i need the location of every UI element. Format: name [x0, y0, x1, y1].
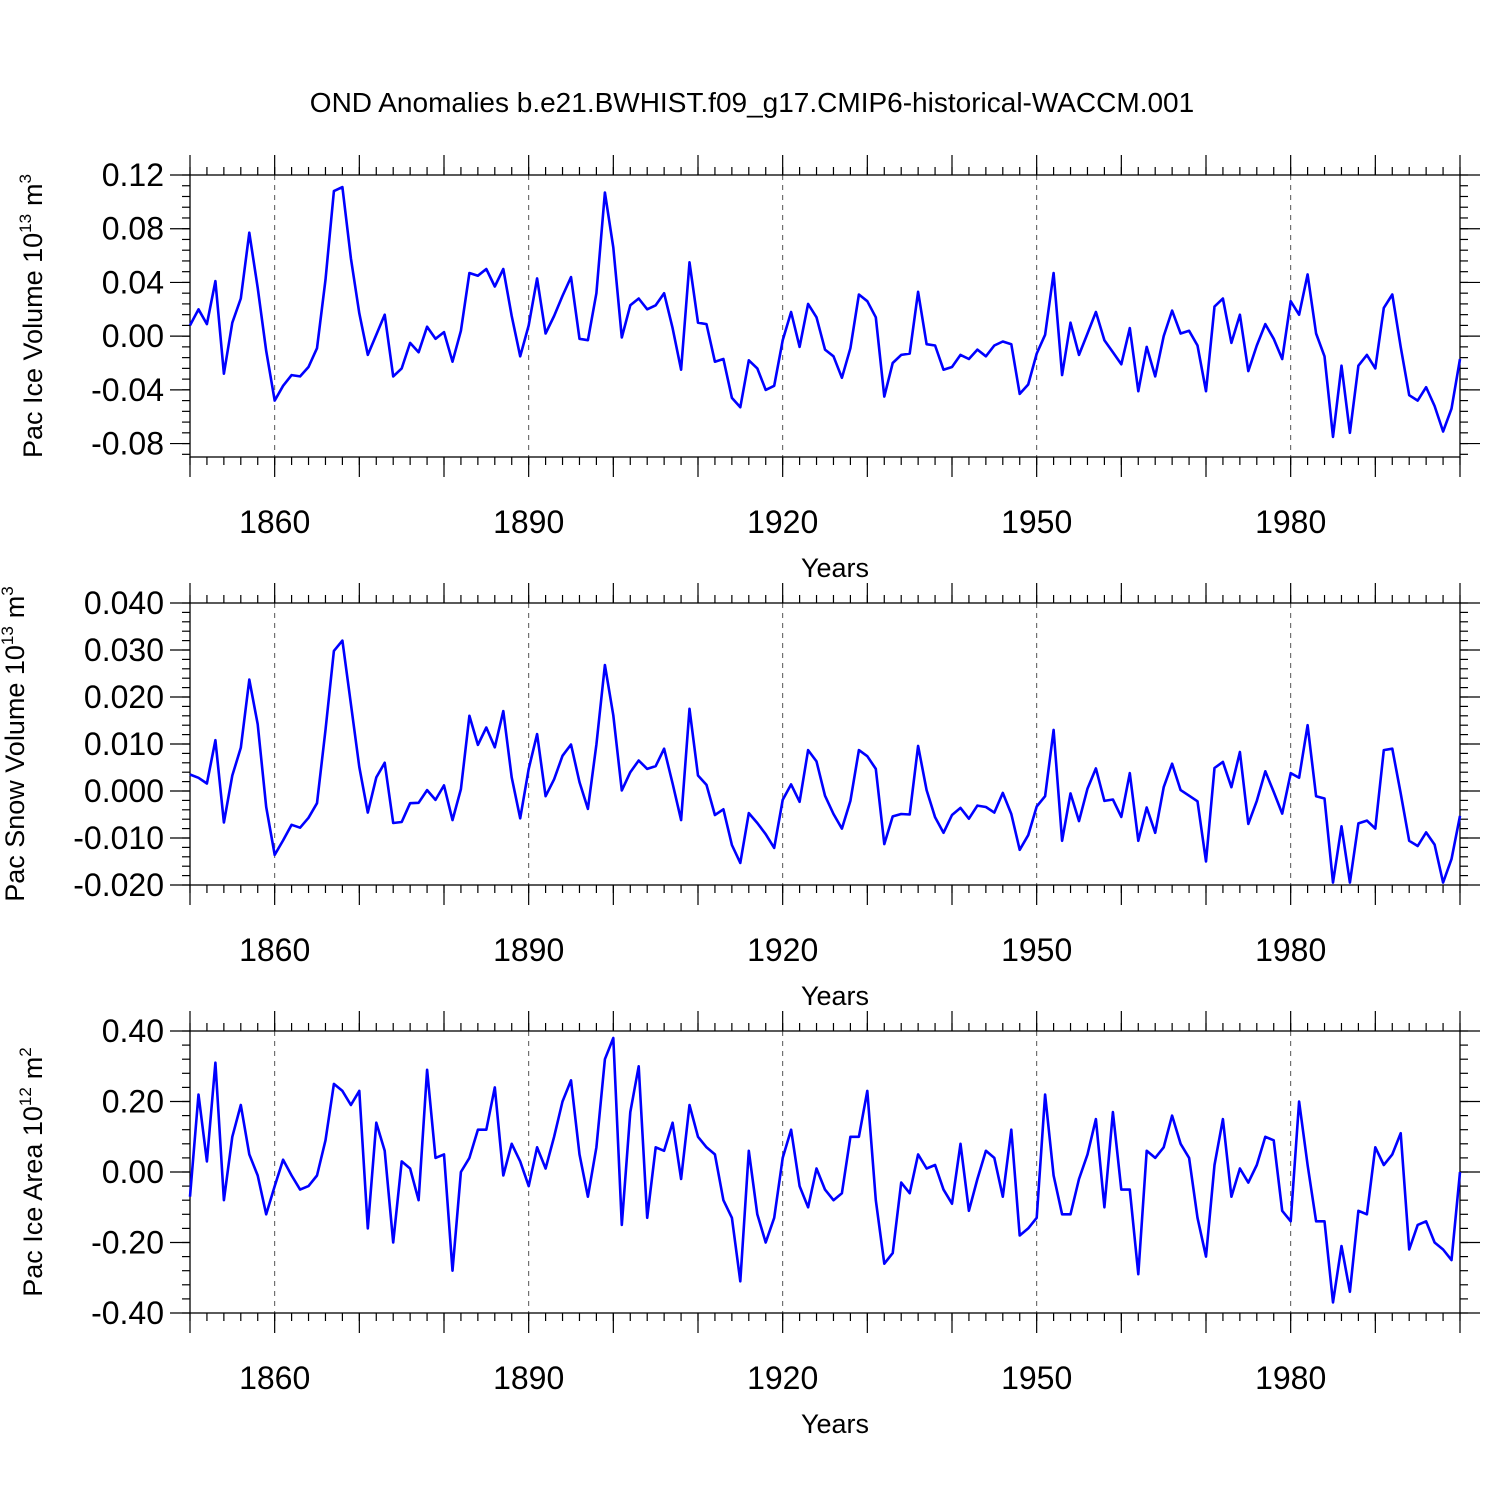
y-tick-label: 0.12	[102, 157, 164, 193]
y-tick-label: 0.000	[84, 773, 164, 809]
x-tick-label: 1860	[239, 932, 310, 968]
y-axis-label-ylabel-unit-exp: 3	[0, 586, 17, 595]
y-tick-label: 0.08	[102, 211, 164, 247]
x-tick-label: 1920	[747, 504, 818, 540]
x-tick-label: 1950	[1001, 932, 1072, 968]
y-axis-label: Pac Snow Volume 1013 m3	[0, 586, 30, 902]
x-axis-label: Years	[801, 553, 869, 583]
y-tick-label: -0.020	[73, 867, 164, 903]
chart-title: OND Anomalies b.e21.BWHIST.f09_g17.CMIP6…	[310, 87, 1194, 118]
plot-frame	[189, 602, 1461, 886]
y-tick-label: 0.20	[102, 1084, 164, 1120]
x-tick-label: 1890	[493, 1360, 564, 1396]
y-axis-label-ylabel-exp: 13	[0, 626, 17, 645]
x-tick-label: 1950	[1001, 504, 1072, 540]
y-tick-label: 0.030	[84, 632, 164, 668]
x-tick-label: 1920	[747, 932, 818, 968]
y-tick-label: 0.00	[102, 1154, 164, 1190]
y-tick-label: 0.020	[84, 679, 164, 715]
y-tick-label: -0.08	[91, 426, 164, 462]
plot-frame	[189, 174, 1461, 458]
pac-ice-volume-panel: 0.12 0.08 0.04 0.00 -0.04 -0.08 1860 1890 1920 19…	[16, 155, 1480, 583]
y-axis-label-ylabel-unit-exp: 3	[16, 174, 35, 183]
plot-frame	[189, 1030, 1461, 1314]
y-tick-label: 0.00	[102, 318, 164, 354]
x-tick-label: 1920	[747, 1360, 818, 1396]
y-axis-label-ylabel-unit: m	[0, 596, 30, 619]
y-axis-label-ylabel-unit: m	[18, 1057, 48, 1080]
y-axis-label: Pac Ice Area 1012 m2	[16, 1047, 48, 1297]
y-axis-label-ylabel-exp: 12	[16, 1087, 35, 1106]
pac-snow-volume-panel: 0.040 0.030 0.020 0.010 0.000 -0.010 -0.020 186…	[0, 583, 1480, 1011]
y-axis-label-ylabel-main: Pac Ice Area 10	[18, 1106, 48, 1297]
y-tick-label: -0.04	[91, 372, 164, 408]
pac-ice-area-series-line	[188, 1036, 1462, 1304]
x-tick-label: 1980	[1255, 932, 1326, 968]
x-tick-label: 1980	[1255, 504, 1326, 540]
x-axis-label: Years	[801, 981, 869, 1011]
x-tick-label: 1860	[239, 1360, 310, 1396]
x-tick-label: 1950	[1001, 1360, 1072, 1396]
y-tick-label: -0.20	[91, 1225, 164, 1261]
y-tick-label: 0.04	[102, 264, 164, 300]
y-axis-label-ylabel-unit-exp: 2	[16, 1047, 35, 1056]
x-tick-label: 1890	[493, 932, 564, 968]
pac-ice-volume-series-line	[188, 185, 1462, 439]
y-tick-label: 0.010	[84, 726, 164, 762]
x-tick-label: 1890	[493, 504, 564, 540]
y-tick-label: -0.40	[91, 1295, 164, 1331]
y-tick-label: 0.040	[84, 585, 164, 621]
y-axis-label-ylabel-unit: m	[18, 183, 48, 206]
y-tick-label: -0.010	[73, 820, 164, 856]
y-axis-label-ylabel-main: Pac Ice Volume 10	[18, 233, 48, 458]
x-tick-label: 1860	[239, 504, 310, 540]
y-axis-label-ylabel-exp: 13	[16, 214, 35, 233]
pac-snow-volume-series-line	[189, 639, 1462, 884]
y-axis-label-ylabel-main: Pac Snow Volume 10	[0, 645, 30, 902]
x-tick-label: 1980	[1255, 1360, 1326, 1396]
x-axis-label: Years	[801, 1409, 869, 1439]
plots: 0.12 0.08 0.04 0.00 -0.04 -0.08 1860 1890 1920 19…	[0, 155, 1480, 1439]
y-axis-label: Pac Ice Volume 1013 m3	[16, 174, 48, 458]
y-tick-label: 0.40	[102, 1013, 164, 1049]
pac-ice-area-panel: 0.40 0.20 0.00 -0.20 -0.40 1860 1890 1920 1950 19…	[16, 1011, 1480, 1439]
